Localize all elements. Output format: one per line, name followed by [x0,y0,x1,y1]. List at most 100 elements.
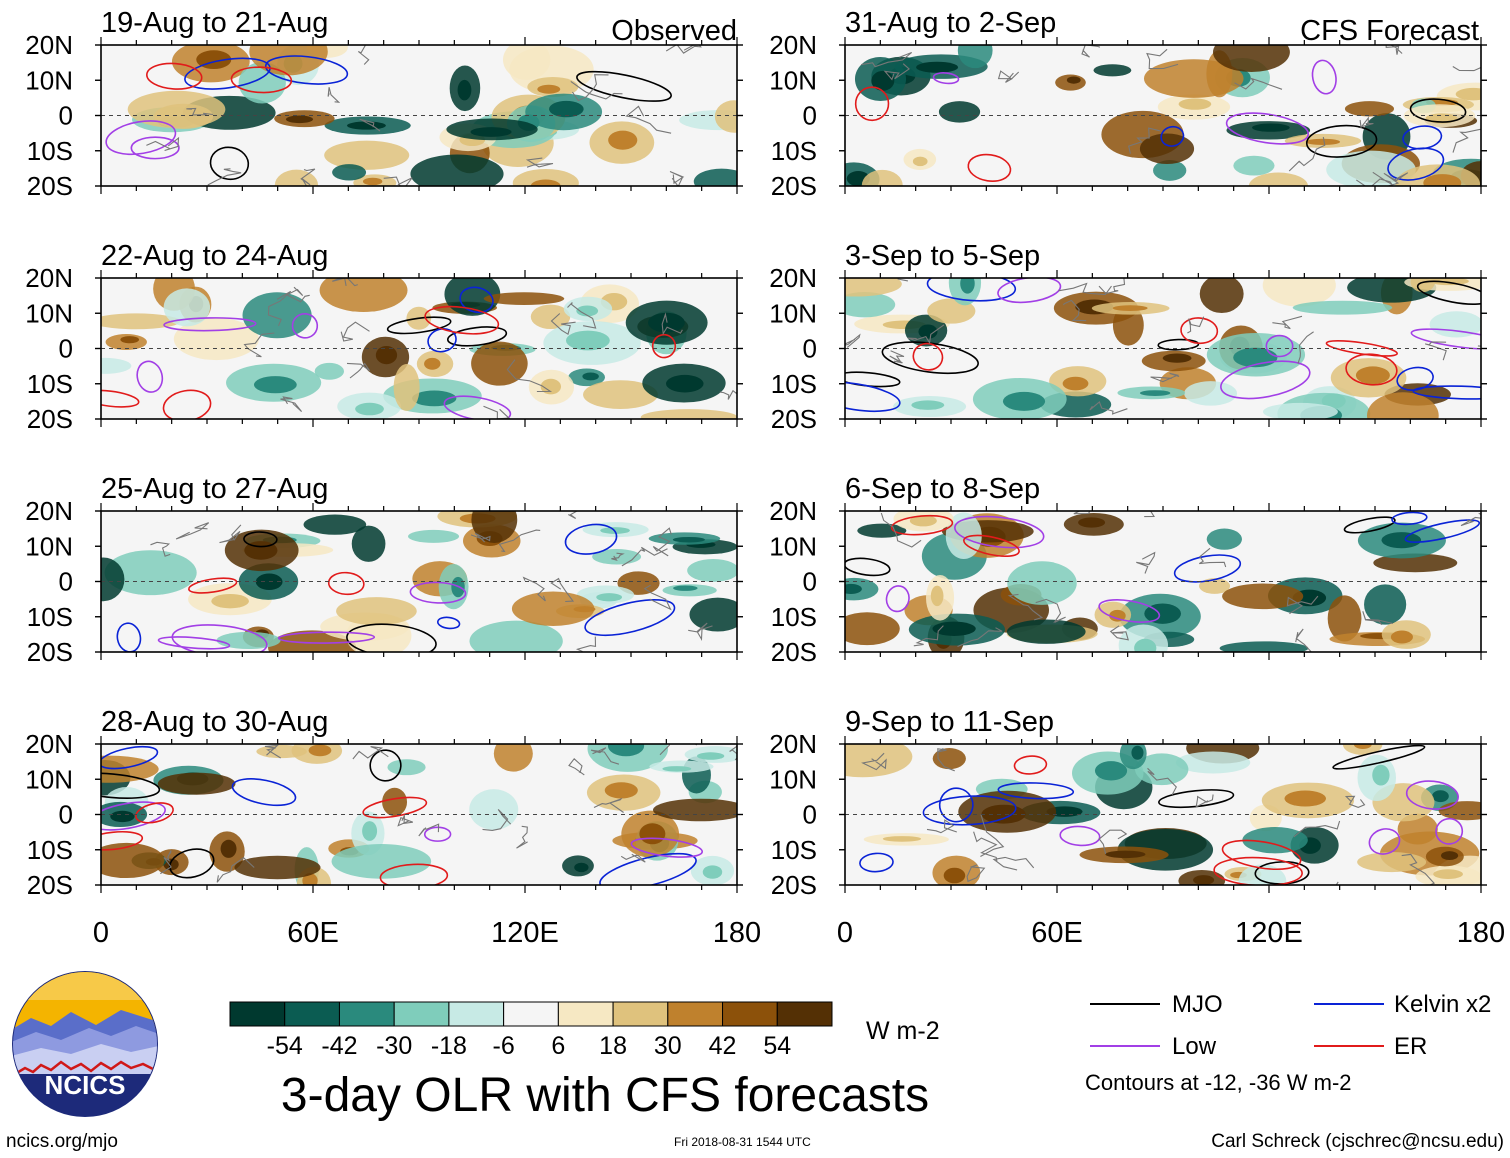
colorbar-swatch [557,1001,614,1027]
anomaly-core [576,305,599,317]
anomaly-blob [234,855,321,880]
y-tick-label: 10N [769,531,817,561]
anomaly-core [582,372,599,381]
anomaly-blob [1153,160,1187,181]
contour-low [130,136,180,160]
x-tick-label: 120E [491,917,559,949]
anomaly-core [845,583,862,595]
anomaly-core [1252,123,1290,132]
contour-er [912,342,944,371]
anomaly-blob [1184,381,1238,406]
y-tick-label: 10S [27,136,73,166]
anomaly-blob [689,597,737,632]
colorbar-swatch [667,1001,724,1027]
anomaly-blob [511,591,595,626]
contour-low [157,636,231,650]
anomaly-blob [471,511,518,543]
panel-1-2: 20N 10N 0 10S 20S 6-Sep to 8-Sep [769,473,1487,667]
contour-mjo [369,749,402,782]
coastline-path [150,511,713,652]
anomaly-blob [1397,813,1438,845]
anomaly-blob [163,288,211,327]
contour-kelvin-x2 [231,778,297,807]
contour-low [1368,828,1401,855]
y-tick-label: 10N [25,764,73,794]
contour-er [967,153,1012,182]
panel-0-3: 20N 10N 0 10S 20S 28-Aug to 30-Aug 0 60E 120E 180 [25,706,761,949]
anomaly-blob [687,558,737,582]
contour-kelvin-x2 [101,745,159,770]
anomaly-core [574,862,589,873]
anomaly-blob [653,798,737,822]
anomaly-core [565,330,610,351]
anomaly-blob [331,844,432,879]
column-header: Observed [611,15,737,47]
anomaly-blob [845,291,896,318]
contour-er [651,333,677,359]
wave-contours [845,511,1481,623]
panel-0-2: 20N 10N 0 10S 20S 25-Aug to 27-Aug [25,473,743,667]
anomaly-core [673,585,698,591]
anomaly-blob [101,313,181,330]
y-tick-label: 20N [769,496,817,526]
colorbar-label: 30 [654,1032,682,1060]
panel-title: 6-Sep to 8-Sep [845,473,1040,505]
panel-title: 19-Aug to 21-Aug [101,7,328,39]
contour-er [1325,339,1398,357]
anomaly-core [1423,174,1462,186]
coastlines [160,744,737,883]
anomaly-core [1078,517,1106,528]
anomaly-blob [256,744,307,759]
anomaly-blob [861,169,903,186]
olr-anomaly-field [101,744,737,885]
y-tick-label: 20N [25,30,73,60]
anomaly-blob [1135,753,1189,786]
contour-low [136,360,164,393]
y-tick-label: 0 [59,101,73,131]
anomaly-blob [101,357,132,374]
olr-anomaly-field [845,744,1481,885]
anomaly-blob [1262,402,1338,419]
colorbar-label: -18 [431,1032,467,1060]
contour-low [885,585,910,613]
contour-low [171,624,268,652]
anomaly-core [1105,850,1146,859]
y-tick-label: 20S [27,870,73,900]
anomaly-core [1109,609,1126,622]
anomaly-blob [469,620,563,652]
contour-mjo [209,146,250,181]
y-tick-label: 20S [771,404,817,434]
y-tick-label: 20N [769,30,817,60]
author-credit: Carl Schreck (cjschrec@ncsu.edu) [1211,1131,1504,1152]
contour-kelvin-x2 [1173,554,1242,583]
contour-kelvin-x2 [459,286,494,314]
y-tick-label: 0 [59,334,73,364]
panel-title: 31-Aug to 2-Sep [845,7,1056,39]
contour-kelvin-x2 [1387,147,1445,181]
anomaly-core [882,836,922,842]
anomaly-blob [1233,155,1275,176]
anomaly-blob [1206,528,1242,550]
contour-mjo [1332,744,1426,770]
anomaly-core [1178,98,1212,110]
y-tick-label: 10N [25,65,73,95]
anomaly-core [607,744,645,757]
site-url[interactable]: ncics.org/mjo [6,1131,118,1152]
contour-kelvin-x2 [264,55,349,85]
y-tick-label: 20N [25,263,73,293]
anomaly-core [702,865,723,879]
anomaly-blob [157,772,236,795]
colorbar-swatch [612,1001,669,1027]
y-tick-label: 10S [27,369,73,399]
wave-contours [116,523,676,652]
anomaly-core [1139,390,1171,396]
anomaly-core [1455,87,1481,101]
wave-contours [101,745,704,885]
anomaly-blob [303,514,367,535]
anomaly-core [457,79,472,101]
anomaly-blob [1199,278,1244,314]
contour-er [327,571,365,596]
anomaly-core [918,324,938,339]
anomaly-blob [351,525,386,562]
contour-er [101,389,140,408]
